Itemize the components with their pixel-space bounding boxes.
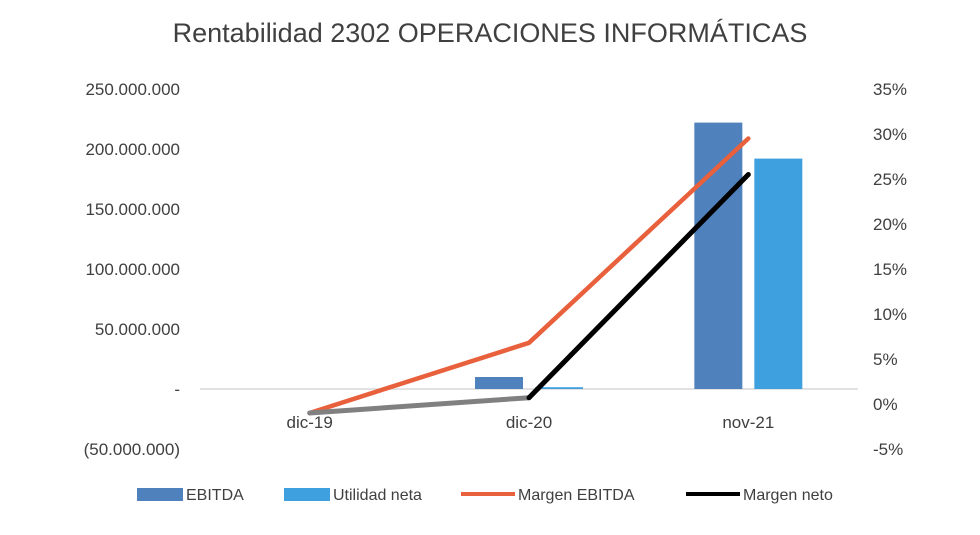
legend-label: Utilidad neta bbox=[333, 487, 422, 504]
right-axis-tick-label: 25% bbox=[873, 170, 907, 189]
x-axis-tick-label: dic-20 bbox=[506, 413, 552, 432]
left-axis-tick-label: 200.000.000 bbox=[85, 140, 180, 159]
left-axis-tick-label: - bbox=[174, 380, 180, 399]
right-axis-ticks: -5% 0% 5% 10% 15% 20% 25% 30% 35% bbox=[873, 80, 907, 459]
x-axis-tick-label: dic-19 bbox=[287, 413, 333, 432]
right-axis-tick-label: 35% bbox=[873, 80, 907, 99]
legend-label: Margen neto bbox=[743, 487, 833, 504]
category-labels: dic-19 dic-20 nov-21 bbox=[287, 413, 775, 432]
line-series bbox=[307, 136, 751, 416]
bar-series bbox=[475, 122, 803, 389]
bar bbox=[475, 377, 523, 389]
left-axis-tick-label: 50.000.000 bbox=[95, 320, 180, 339]
right-axis-tick-label: 15% bbox=[873, 260, 907, 279]
left-axis-tick-label: 250.000.000 bbox=[85, 80, 180, 99]
series-line-segment bbox=[307, 395, 532, 416]
series-line bbox=[307, 136, 751, 416]
chart-title: Rentabilidad 2302 OPERACIONES INFORMÁTIC… bbox=[172, 18, 808, 48]
x-axis-tick-label: nov-21 bbox=[722, 413, 774, 432]
bar bbox=[754, 158, 803, 389]
legend-label: Margen EBITDA bbox=[518, 487, 635, 504]
right-axis-tick-label: 5% bbox=[873, 350, 898, 369]
legend: EBITDA Utilidad neta Margen EBITDA Margen n… bbox=[137, 487, 833, 504]
legend-swatch bbox=[284, 488, 330, 501]
legend-label: EBITDA bbox=[186, 487, 244, 504]
right-axis-tick-label: 30% bbox=[873, 125, 907, 144]
left-axis-tick-label: 150.000.000 bbox=[85, 200, 180, 219]
left-axis-tick-label: 100.000.000 bbox=[85, 260, 180, 279]
left-axis-tick-label: (50.000.000) bbox=[84, 440, 180, 459]
right-axis-tick-label: 0% bbox=[873, 395, 898, 414]
legend-swatch bbox=[137, 488, 183, 501]
series-line bbox=[526, 172, 751, 401]
right-axis-tick-label: -5% bbox=[873, 440, 903, 459]
right-axis-tick-label: 10% bbox=[873, 305, 907, 324]
left-axis-ticks: (50.000.000) - 50.000.000 100.000.000 150.00… bbox=[84, 80, 180, 459]
right-axis-tick-label: 20% bbox=[873, 215, 907, 234]
bar bbox=[694, 122, 743, 389]
bar bbox=[535, 387, 583, 389]
